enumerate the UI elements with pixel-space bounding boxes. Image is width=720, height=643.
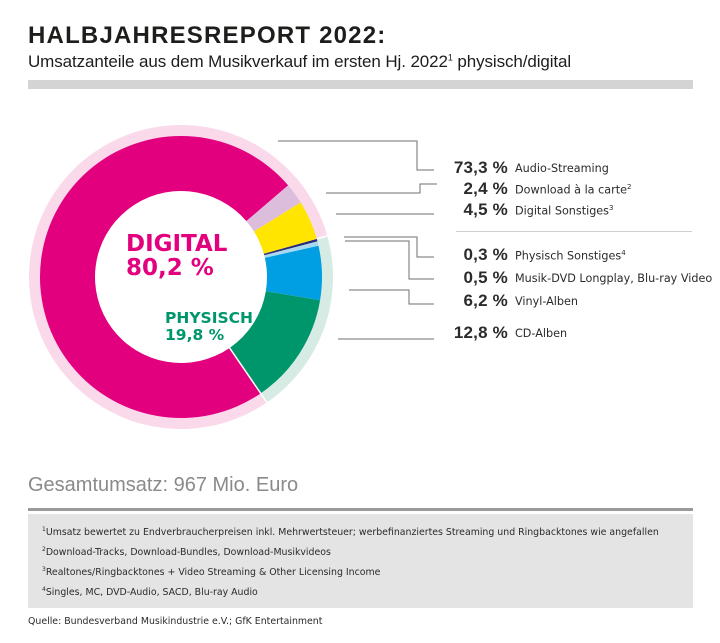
footnote-marker: 2	[42, 546, 46, 553]
slice-digital-sonstiges	[254, 202, 317, 254]
legend-value: 73,3 %	[453, 158, 508, 177]
digital-value: 80,2 %	[126, 255, 214, 281]
footnote-marker: 3	[42, 566, 46, 573]
digital-summary: DIGITAL 80,2 %	[126, 232, 227, 280]
legend-value: 0,3 %	[463, 245, 508, 264]
footnote-text: Umsatz bewertet zu Endverbraucherpreisen…	[45, 527, 659, 539]
footer-rule	[28, 508, 693, 511]
footnote-marker: 2	[626, 183, 632, 191]
legend-label-text: Vinyl-Alben	[515, 295, 578, 308]
slice-download-la-carte	[246, 185, 301, 232]
total-revenue: Gesamtumsatz: 967 Mio. Euro	[28, 474, 299, 496]
leader-line	[345, 240, 434, 280]
footnotes-box: 1Umsatz bewertet zu Endverbraucherpreise…	[28, 514, 693, 608]
physisch-summary: PHYSISCH 19,8 %	[165, 310, 253, 344]
legend-label: Physisch Sonstiges4	[515, 249, 626, 263]
title-divider-bar	[28, 80, 693, 89]
footnote-text: Realtones/Ringbacktones + Video Streamin…	[45, 567, 381, 579]
footnote-4: 4Singles, MC, DVD-Audio, SACD, Blu-ray A…	[42, 586, 258, 598]
report-title: HALBJAHRESREPORT 2022:	[28, 22, 387, 49]
slice-audio-streaming	[40, 136, 289, 418]
legend-value: 12,8 %	[453, 323, 508, 342]
slice-divider	[228, 347, 268, 403]
legend-label-text: Digital Sonstiges	[515, 204, 610, 218]
footnote-marker: 4	[621, 249, 626, 257]
legend-label-text: Physisch Sonstiges	[515, 249, 622, 263]
legend-label-text: Audio-Streaming	[515, 162, 609, 175]
legend-label: Digital Sonstiges3	[515, 204, 613, 218]
footnote-marker: 1	[42, 526, 46, 533]
legend-value: 2,4 %	[463, 179, 508, 198]
slice-musik-dvd-longplay-blu-ray-video	[264, 241, 319, 258]
legend-label: Audio-Streaming	[515, 162, 609, 175]
legend-value: 4,5 %	[463, 200, 508, 219]
group-ring-physisch	[260, 235, 333, 403]
slice-vinyl-alben	[264, 245, 323, 301]
footnote-text: Download-Tracks, Download-Bundles, Downl…	[45, 547, 331, 559]
leader-line	[278, 140, 434, 171]
subtitle-text: Umsatzanteile aus dem Musikverkauf im er…	[28, 52, 448, 71]
footnote-text: Singles, MC, DVD-Audio, SACD, Blu-ray Au…	[45, 587, 258, 599]
leader-line	[344, 236, 434, 258]
legend-label-text: Download à la carte	[515, 183, 627, 197]
legend-group-separator	[456, 231, 692, 232]
report-subtitle: Umsatzanteile aus dem Musikverkauf im er…	[28, 52, 571, 72]
footnote-marker: 4	[42, 586, 46, 593]
legend-label-text: CD-Alben	[515, 327, 568, 340]
slice-physisch-sonstiges	[263, 238, 318, 256]
physisch-label: PHYSISCH	[165, 309, 253, 327]
donut-chart	[29, 125, 437, 430]
slice-cd-alben	[229, 291, 321, 394]
subtitle-text-end: physisch/digital	[452, 52, 572, 71]
legend-value: 6,2 %	[463, 291, 508, 310]
footnote-3: 3Realtones/Ringbacktones + Video Streami…	[42, 566, 380, 578]
physisch-value: 19,8 %	[165, 326, 225, 344]
legend-label: Musik-DVD Longplay, Blu-ray Video	[515, 272, 712, 285]
leader-line	[326, 183, 437, 194]
legend-label: CD-Alben	[515, 327, 567, 340]
subtitle-footnote-marker: 1	[447, 52, 453, 63]
leader-line	[349, 289, 434, 305]
footnote-marker: 3	[609, 204, 614, 212]
source-note: Quelle: Bundesverband Musikindustrie e.V…	[28, 616, 323, 627]
footnote-2: 2Download-Tracks, Download-Bundles, Down…	[42, 546, 331, 558]
digital-label: DIGITAL	[126, 231, 228, 257]
legend-label: Download à la carte2	[515, 183, 631, 197]
legend-value: 0,5 %	[463, 268, 508, 287]
legend-label-text: Musik-DVD Longplay, Blu-ray Video	[515, 272, 713, 285]
footnote-1: 1Umsatz bewertet zu Endverbraucherpreise…	[42, 526, 659, 538]
legend-label: Vinyl-Alben	[515, 295, 578, 308]
